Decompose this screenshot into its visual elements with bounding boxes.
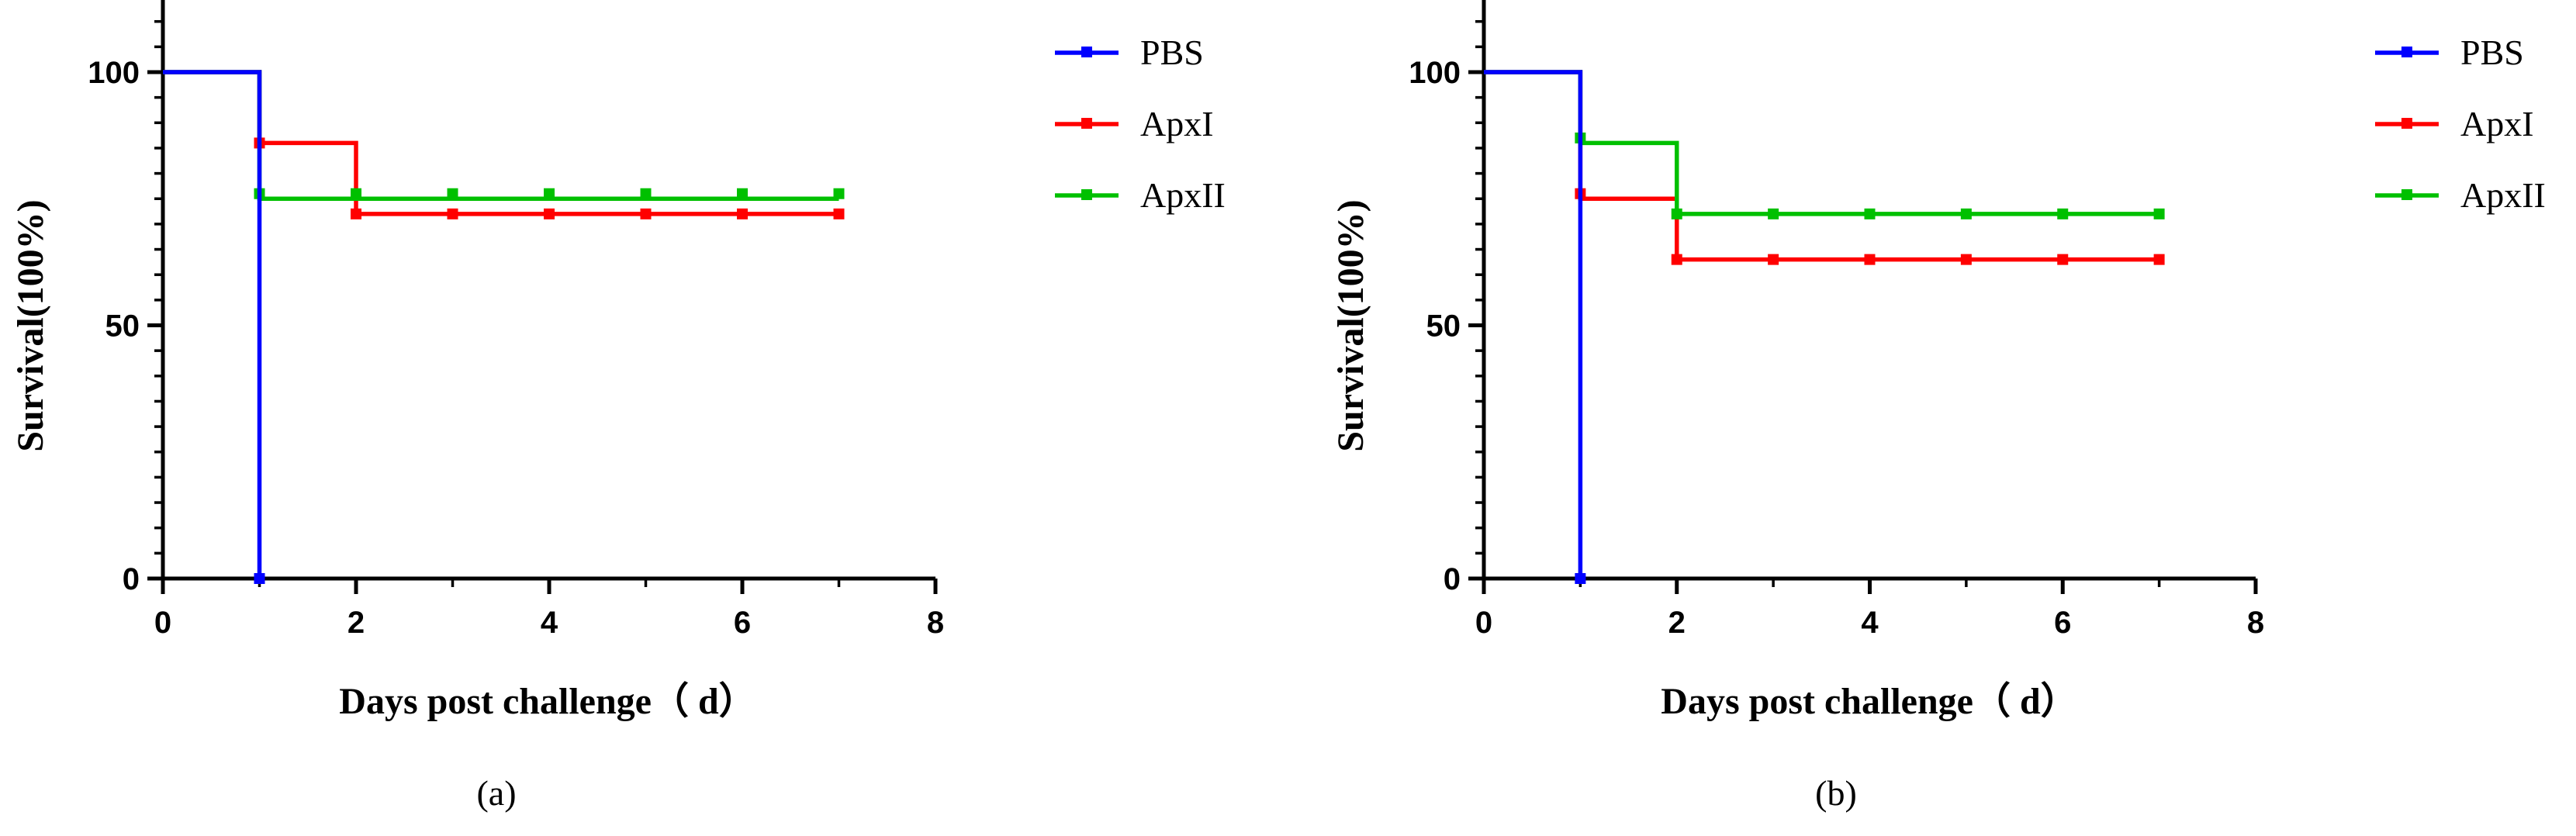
p1-censor-mark-apxii	[1671, 208, 1682, 219]
p1-censor-mark-apxii	[2153, 208, 2165, 219]
p0-censor-mark-apxi	[447, 208, 458, 219]
p0-censor-mark-apxii	[447, 188, 458, 199]
p0-censor-mark-apxii	[351, 188, 361, 199]
p1-censor-mark-apxi	[2057, 254, 2069, 265]
p1-censor-mark-apxi	[1960, 254, 1972, 265]
p1-legend-label-apxii: ApxII	[2460, 175, 2546, 215]
p0-x-tick-label: 0	[154, 606, 171, 640]
p0-y-tick-label: 100	[88, 56, 140, 90]
p0-censor-mark-apxi	[737, 208, 748, 219]
p0-legend-label-apxi: ApxI	[1140, 104, 1214, 143]
p1-legend-label-pbs: PBS	[2460, 33, 2524, 72]
p0-y-tick-label: 0	[123, 562, 140, 596]
p0-x-axis-label: Days post challenge（ d）	[339, 681, 756, 722]
p1-legend-marker-apxii	[2401, 189, 2412, 200]
p0-censor-mark-apxi	[544, 208, 555, 219]
p1-x-tick-label: 8	[2247, 606, 2264, 640]
p1-series-line-apxi	[1484, 70, 2159, 262]
p1-censor-mark-apxi	[1864, 254, 1876, 265]
p0-x-tick-label: 4	[541, 606, 558, 640]
panel-label-b: (b)	[1815, 773, 1857, 813]
p0-y-tick-label: 50	[105, 309, 140, 344]
p1-series-line-pbs	[1484, 70, 1583, 579]
p0-censor-mark-apxii	[737, 188, 748, 199]
p1-censor-mark-pbs	[1575, 573, 1586, 584]
p1-x-axis-label: Days post challenge（ d）	[1661, 681, 2077, 722]
p0-censor-mark-apxii	[833, 188, 845, 199]
p1-y-axis-label: Survival(100%)	[1330, 199, 1371, 451]
p0-censor-mark-apxi	[351, 208, 361, 219]
p1-legend-label-apxi: ApxI	[2460, 104, 2534, 143]
p0-series-line-pbs	[163, 70, 262, 579]
p1-censor-mark-apxii	[1864, 208, 1876, 219]
p1-x-tick-label: 0	[1475, 606, 1492, 640]
p0-censor-mark-apxi	[833, 208, 845, 219]
p0-censor-mark-apxi	[640, 208, 652, 219]
p1-y-tick-label: 50	[1426, 309, 1461, 344]
p0-y-axis-label: Survival(100%)	[10, 199, 51, 451]
p1-x-tick-label: 2	[1668, 606, 1686, 640]
p1-censor-mark-apxi	[1768, 254, 1779, 265]
p0-censor-mark-pbs	[254, 573, 265, 584]
p1-y-tick-label: 100	[1409, 56, 1461, 90]
p0-legend-marker-apxi	[1081, 118, 1092, 129]
p0-censor-mark-apxii	[640, 188, 652, 199]
p1-censor-mark-apxii	[1768, 208, 1779, 219]
p1-censor-mark-apxii	[2057, 208, 2069, 219]
p0-legend-marker-pbs	[1081, 47, 1092, 57]
p1-legend-marker-apxi	[2401, 118, 2412, 129]
p1-censor-mark-apxii	[1960, 208, 1972, 219]
p1-censor-mark-apxi	[1671, 254, 1682, 265]
p1-censor-mark-apxi	[2153, 254, 2165, 265]
p1-legend-marker-pbs	[2401, 47, 2412, 57]
p0-legend-marker-apxii	[1081, 189, 1092, 200]
p0-censor-mark-apxii	[544, 188, 555, 199]
chart-panel-a: 0 50 100 0 2 4 6 8 Days post challenge（ d） Surviv…	[10, 0, 1226, 722]
p1-x-tick-label: 4	[1861, 606, 1879, 640]
p0-x-tick-label: 6	[734, 606, 751, 640]
panel-label-a: (a)	[476, 773, 516, 813]
p1-y-tick-label: 0	[1444, 562, 1461, 596]
p1-x-tick-label: 6	[2054, 606, 2071, 640]
p0-legend-label-pbs: PBS	[1140, 33, 1204, 72]
p0-x-tick-label: 8	[927, 606, 944, 640]
chart-panel-b: 0 50 100 0 2 4 6 8 Days post challenge（ d） Surviv…	[1330, 0, 2546, 722]
p0-legend-label-apxii: ApxII	[1140, 175, 1226, 215]
p0-x-tick-label: 2	[348, 606, 365, 640]
p0-series-line-apxii	[163, 70, 839, 201]
